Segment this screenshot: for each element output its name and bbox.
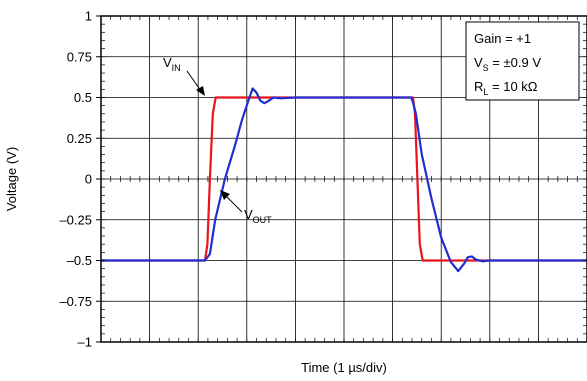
info-supply: VS = ±0.9 V [474, 55, 541, 73]
vout-label-main: V [244, 207, 253, 222]
info-supply-sub: S [483, 63, 489, 73]
vout-label: VOUT [244, 207, 272, 225]
info-supply-main: V [474, 55, 483, 70]
y-tick-labels: 1 0.75 0.5 0.25 0 –0.25 –0.5 –0.75 –1 [59, 9, 92, 350]
info-supply-rest: = ±0.9 V [489, 55, 542, 70]
y-axis-title: Voltage (V) [4, 147, 19, 211]
y-tick-label: 0.25 [67, 131, 92, 146]
info-load-sub: L [483, 87, 488, 97]
info-box [465, 21, 580, 101]
x-axis-title: Time (1 µs/div) [301, 360, 387, 375]
series-line-vout [101, 87, 587, 273]
info-load-main: R [474, 79, 483, 94]
y-tick-label: –0.5 [67, 253, 92, 268]
axis-ticks [96, 15, 587, 343]
vout-arrowhead [220, 190, 230, 200]
vin-arrow-line [186, 70, 202, 92]
info-gain: Gain = +1 [474, 31, 531, 46]
y-tick-label: –1 [78, 335, 92, 350]
y-tick-label: –0.75 [59, 294, 92, 309]
y-tick-label: 0 [85, 172, 92, 187]
y-tick-label: 1 [85, 9, 92, 24]
vout-arrow-line [225, 195, 243, 213]
y-tick-label: 0.5 [74, 90, 92, 105]
vout-label-sub: OUT [253, 215, 273, 225]
y-tick-label: –0.25 [59, 212, 92, 227]
vin-label-sub: IN [172, 63, 181, 73]
vin-arrowhead [196, 86, 205, 96]
info-load: RL = 10 kΩ [474, 79, 538, 97]
y-tick-label: 0.75 [67, 49, 92, 64]
info-load-rest: = 10 kΩ [488, 79, 537, 94]
series-lines [101, 87, 587, 273]
vin-label: VIN [163, 55, 181, 73]
vin-label-main: V [163, 55, 172, 70]
